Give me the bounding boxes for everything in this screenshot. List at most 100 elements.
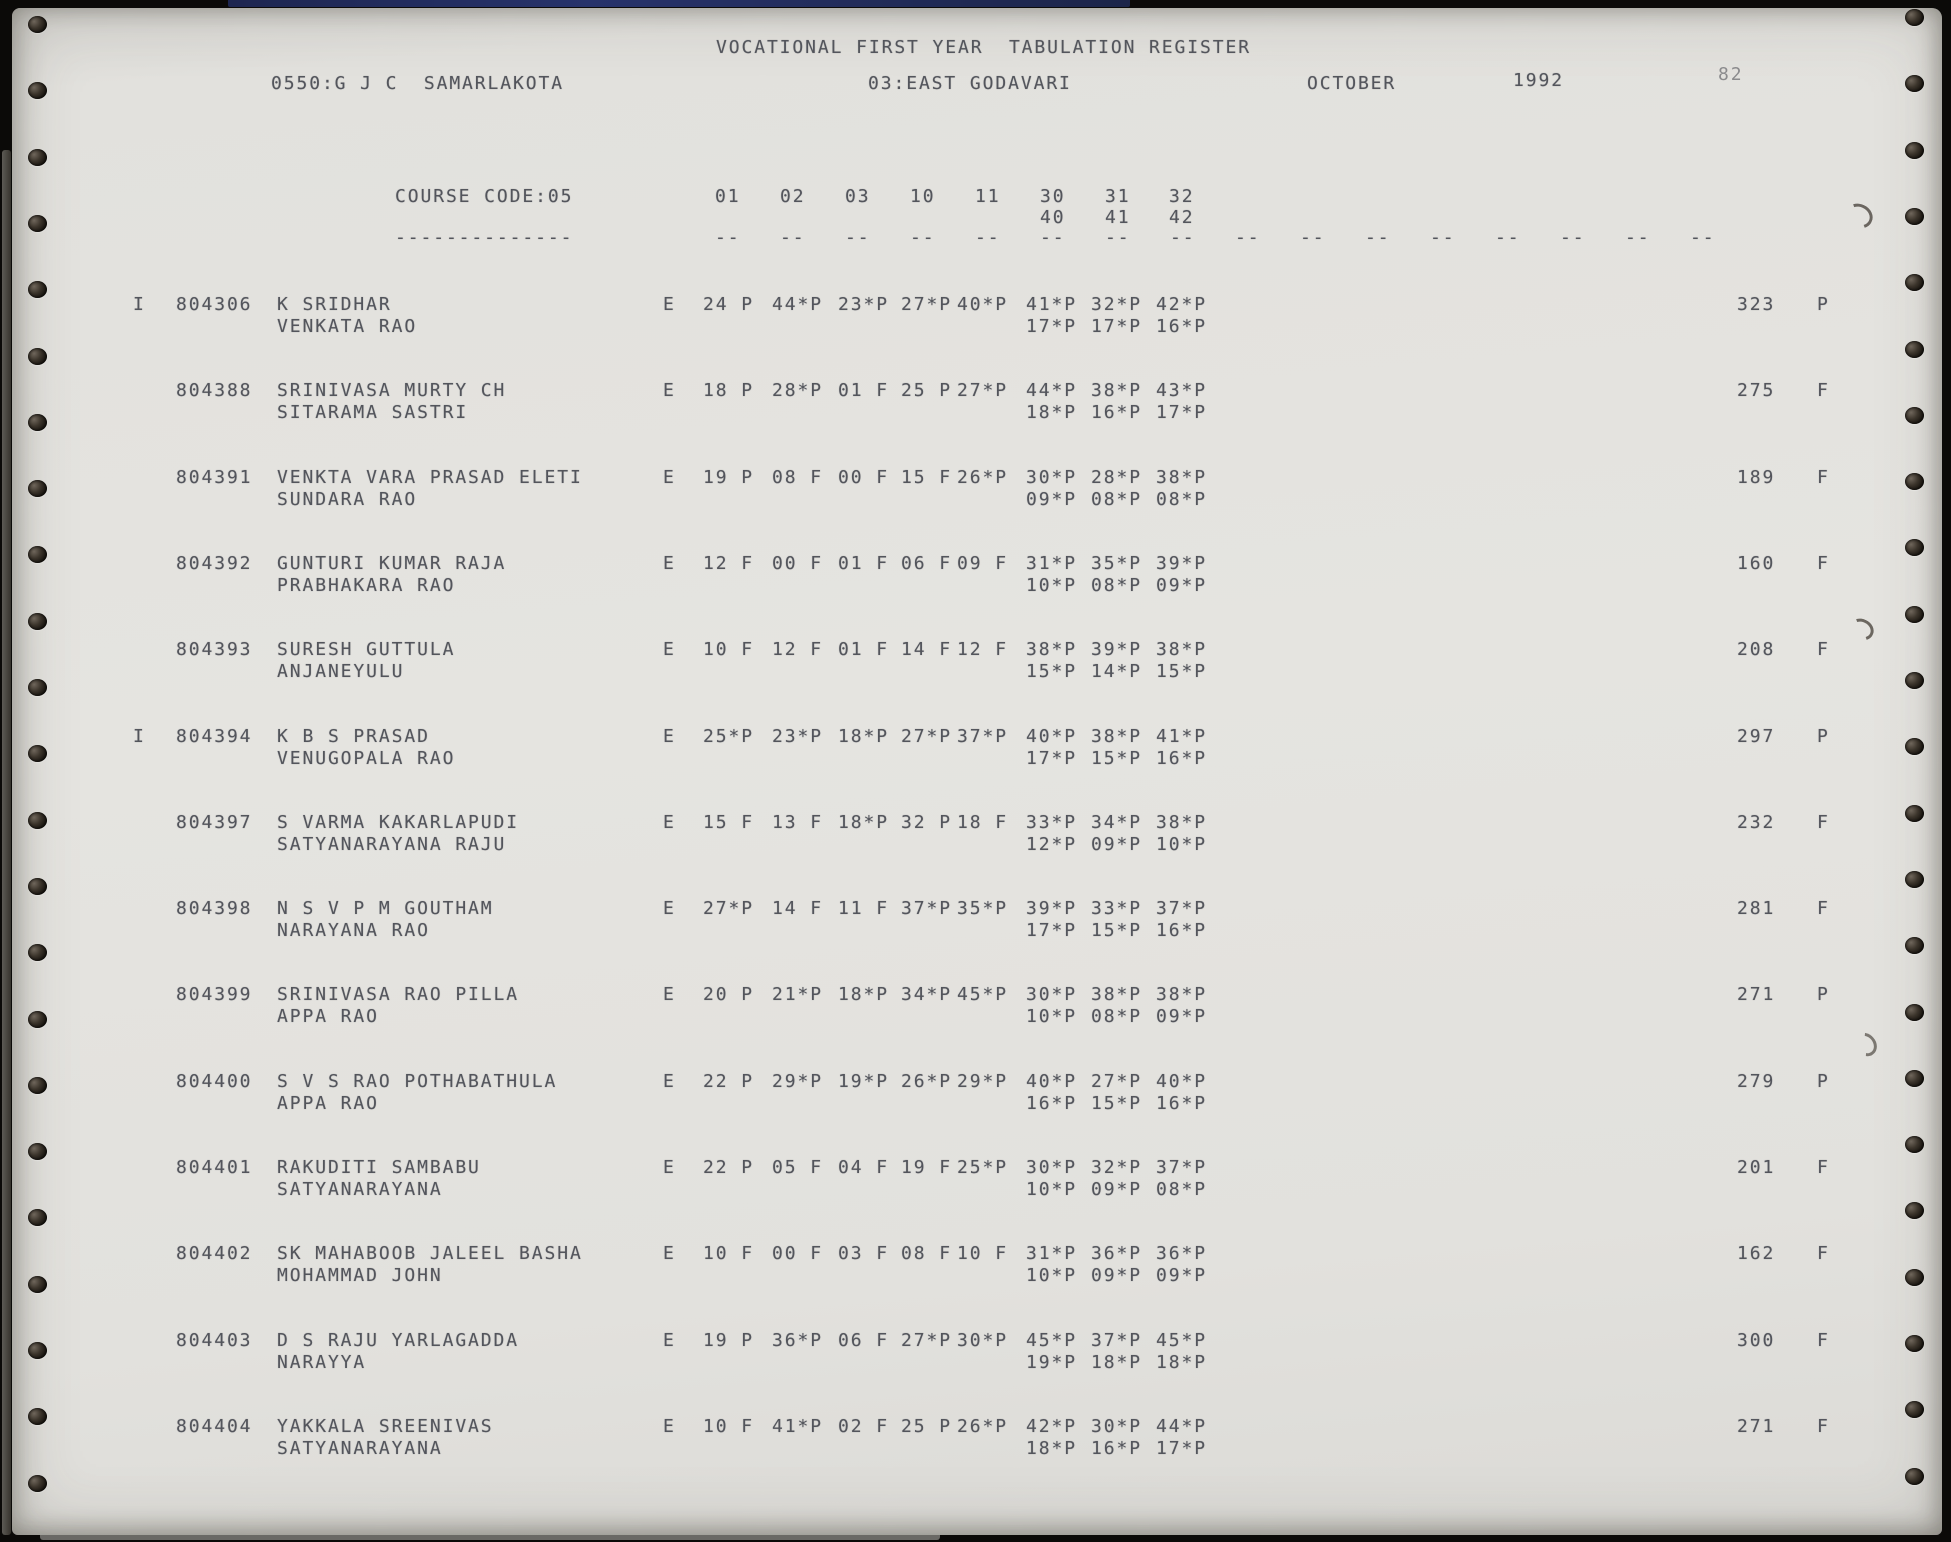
column-rule: -- xyxy=(1300,227,1326,248)
subject-mark: 31*P xyxy=(1026,553,1077,574)
subject-mark: 15 F xyxy=(901,467,952,488)
subject-mark: 23*P xyxy=(772,726,823,747)
subject-mark: 25 P xyxy=(901,1416,952,1437)
sprocket-hole xyxy=(1905,738,1924,755)
sprocket-hole xyxy=(1905,75,1924,92)
result-status: F xyxy=(1817,380,1830,401)
sprocket-hole xyxy=(1905,208,1924,225)
subject-mark: 40*P xyxy=(1026,1071,1077,1092)
subject-mark: 45*P xyxy=(957,984,1008,1005)
marks-line-1: 18 P 28*P 01 F 25 P 27*P 44*P 38*P 43*P xyxy=(0,380,1951,402)
subject-mark: 17*P xyxy=(1091,316,1142,337)
subject-mark: 08*P xyxy=(1156,489,1207,510)
subject-mark: 19 F xyxy=(901,1157,952,1178)
subject-mark: 41*P xyxy=(772,1416,823,1437)
sprocket-hole xyxy=(1905,274,1924,291)
total-marks: 271 xyxy=(1737,984,1776,1005)
registration-number: 804397 xyxy=(176,812,253,833)
medium-code: E xyxy=(663,1330,676,1351)
total-marks: 162 xyxy=(1737,1243,1776,1264)
subject-mark: 14*P xyxy=(1091,661,1142,682)
subject-code: 42 xyxy=(1169,207,1195,228)
student-name: S VARMA KAKARLAPUDI xyxy=(277,812,520,833)
subject-mark: 44*P xyxy=(1026,380,1077,401)
marks-line-2: 16*P 15*P 16*P xyxy=(0,1093,1951,1115)
sprocket-hole xyxy=(1905,1202,1924,1219)
total-marks: 297 xyxy=(1737,726,1776,747)
registration-number: 804404 xyxy=(176,1416,253,1437)
student-name: YAKKALA SREENIVAS xyxy=(277,1416,494,1437)
marks-line-1: 15 F 13 F 18*P 32 P 18 F 33*P 34*P 38*P xyxy=(0,812,1951,834)
parent-name: PRABHAKARA RAO xyxy=(277,575,456,596)
student-record: 804397 S VARMA KAKARLAPUDI SATYANARAYANA… xyxy=(0,812,1951,858)
parent-name: SATYANARAYANA xyxy=(277,1179,443,1200)
subject-mark: 40*P xyxy=(1026,726,1077,747)
subject-mark: 08*P xyxy=(1091,575,1142,596)
subject-mark: 23*P xyxy=(838,294,889,315)
sprocket-hole xyxy=(1905,407,1924,424)
subject-mark: 10*P xyxy=(1026,1006,1077,1027)
subject-mark: 44*P xyxy=(772,294,823,315)
subject-mark: 08 F xyxy=(901,1243,952,1264)
medium-code: E xyxy=(663,1243,676,1264)
registration-number: 804398 xyxy=(176,898,253,919)
subject-mark: 37*P xyxy=(957,726,1008,747)
result-status: F xyxy=(1817,467,1830,488)
page-number: 82 xyxy=(1718,64,1744,85)
parent-name: SITARAMA SASTRI xyxy=(277,402,469,423)
subject-code: 40 xyxy=(1040,207,1066,228)
subject-mark: 42*P xyxy=(1026,1416,1077,1437)
subject-code-row-1: 01 02 03 10 11 30 31 32 xyxy=(0,186,1951,208)
column-rule: -- xyxy=(715,227,741,248)
subject-mark: 17*P xyxy=(1026,748,1077,769)
subject-mark: 36*P xyxy=(772,1330,823,1351)
total-marks: 189 xyxy=(1737,467,1776,488)
subject-mark: 42*P xyxy=(1156,294,1207,315)
subject-mark: 27*P xyxy=(901,726,952,747)
sprocket-hole xyxy=(28,1408,47,1425)
subject-mark: 15*P xyxy=(1091,748,1142,769)
result-status: F xyxy=(1817,898,1830,919)
marks-line-1: 10 F 00 F 03 F 08 F 10 F 31*P 36*P 36*P xyxy=(0,1243,1951,1265)
subject-mark: 16*P xyxy=(1156,748,1207,769)
subject-mark: 30*P xyxy=(1026,984,1077,1005)
sprocket-hole xyxy=(1905,1004,1924,1021)
subject-mark: 38*P xyxy=(1091,984,1142,1005)
subject-mark: 18 P xyxy=(703,380,754,401)
marks-line-2: 15*P 14*P 15*P xyxy=(0,661,1951,683)
medium-code: E xyxy=(663,380,676,401)
subject-mark: 22 P xyxy=(703,1157,754,1178)
subject-mark: 25*P xyxy=(957,1157,1008,1178)
marks-line-1: 20 P 21*P 18*P 34*P 45*P 30*P 38*P 38*P xyxy=(0,984,1951,1006)
subject-mark: 22 P xyxy=(703,1071,754,1092)
result-status: P xyxy=(1817,984,1830,1005)
subject-code: 31 xyxy=(1105,186,1131,207)
subject-mark: 10*P xyxy=(1026,1179,1077,1200)
registration-number: 804399 xyxy=(176,984,253,1005)
sprocket-hole xyxy=(28,1475,47,1492)
parent-name: APPA RAO xyxy=(277,1093,379,1114)
parent-name: VENUGOPALA RAO xyxy=(277,748,456,769)
district-code-name: 03:EAST GODAVARI xyxy=(868,73,1072,94)
marks-line-2: 10*P 09*P 08*P xyxy=(0,1179,1951,1201)
column-rule: -- xyxy=(1040,227,1066,248)
column-rule: -- xyxy=(1495,227,1521,248)
result-status: F xyxy=(1817,1157,1830,1178)
marks-line-2: 09*P 08*P 08*P xyxy=(0,489,1951,511)
column-rule: -- xyxy=(1365,227,1391,248)
subject-mark: 10*P xyxy=(1156,834,1207,855)
subject-mark: 38*P xyxy=(1091,380,1142,401)
medium-code: E xyxy=(663,294,676,315)
subject-mark: 15*P xyxy=(1026,661,1077,682)
subject-mark: 34*P xyxy=(1091,812,1142,833)
subject-mark: 17*P xyxy=(1156,402,1207,423)
student-name: S V S RAO POTHABATHULA xyxy=(277,1071,558,1092)
subject-mark: 16*P xyxy=(1156,316,1207,337)
subject-mark: 06 F xyxy=(901,553,952,574)
subject-mark: 28*P xyxy=(1091,467,1142,488)
subject-mark: 30*P xyxy=(1026,467,1077,488)
subject-mark: 09*P xyxy=(1026,489,1077,510)
sprocket-hole xyxy=(28,878,47,895)
subject-mark: 21*P xyxy=(772,984,823,1005)
